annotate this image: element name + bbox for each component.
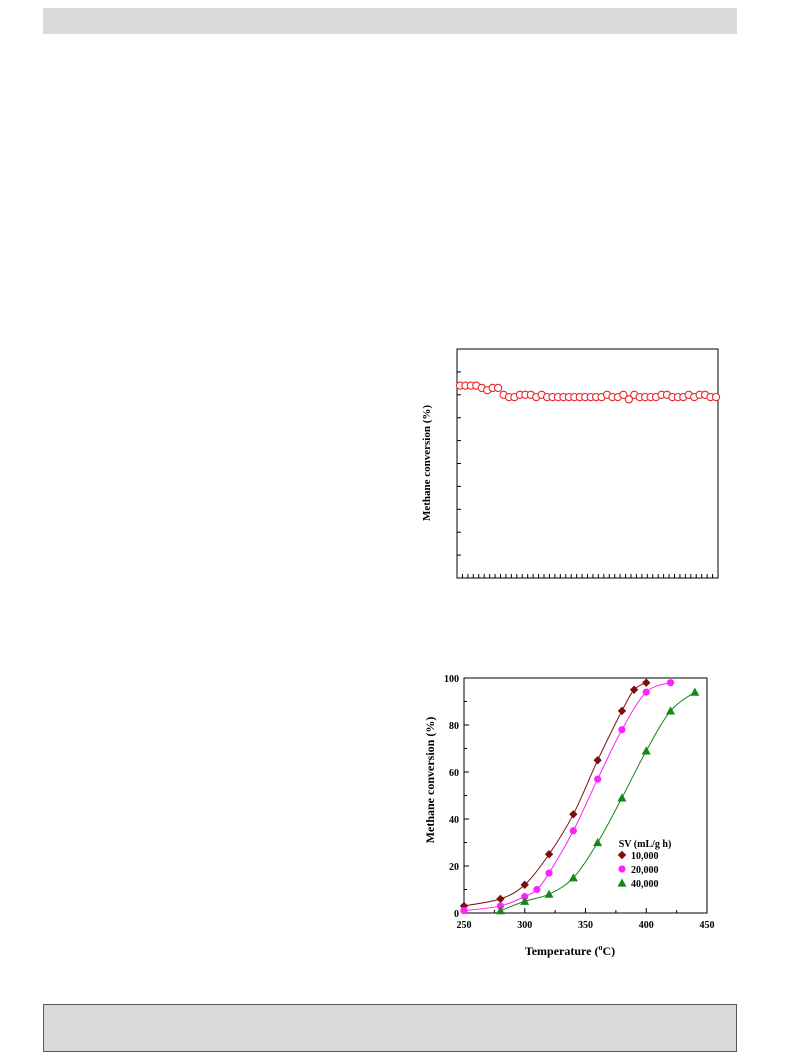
conversion-y-axis-label: Methane conversion (%) — [423, 717, 437, 844]
conversion-legend: SV (mL/g h) 10,000 20,000 40,000 — [617, 839, 672, 890]
data-point — [618, 726, 626, 734]
conversion-axis-ticks: 0 20 40 60 80 100 250 300 350 400 450 — [444, 674, 715, 931]
legend-title: SV (mL/g h) — [619, 839, 672, 850]
series-2 — [495, 687, 700, 915]
stability-series — [455, 381, 721, 404]
data-point — [666, 706, 676, 715]
data-point — [711, 392, 721, 402]
data-point — [619, 390, 628, 399]
data-point — [521, 892, 529, 901]
data-point — [520, 896, 530, 905]
y-tick-label: 20 — [449, 862, 459, 873]
data-point — [594, 775, 602, 783]
data-point — [642, 678, 651, 687]
stability-plot-frame — [456, 348, 719, 579]
data-point — [544, 850, 554, 859]
x-tick-label: 250 — [457, 920, 472, 931]
data-point — [629, 685, 639, 694]
legend-label: 20,000 — [631, 865, 659, 876]
data-point — [520, 880, 529, 889]
data-point — [496, 894, 505, 904]
y-tick-label: 80 — [449, 721, 459, 732]
data-point — [568, 873, 578, 882]
data-point — [533, 885, 541, 894]
data-point — [690, 687, 700, 696]
header-band — [43, 8, 737, 34]
data-point — [493, 383, 503, 393]
legend-label: 10,000 — [631, 851, 659, 862]
y-tick-label: 0 — [454, 909, 459, 920]
data-point — [617, 793, 627, 802]
legend-marker — [617, 878, 627, 887]
data-point — [617, 706, 627, 716]
y-tick-label: 60 — [449, 768, 459, 779]
data-point — [459, 901, 469, 911]
y-tick-label: 40 — [449, 815, 459, 826]
x-axis-label-main: Temperature ( — [525, 944, 599, 958]
data-point — [544, 889, 554, 898]
series-0 — [459, 678, 651, 911]
data-point — [642, 688, 650, 696]
series-1 — [460, 679, 675, 915]
data-point — [593, 756, 602, 765]
data-point — [496, 902, 505, 910]
data-point — [495, 906, 505, 915]
series-line — [463, 682, 647, 907]
data-point — [624, 395, 634, 404]
data-point — [545, 869, 553, 877]
conversion-x-axis-label: Temperature (oC) — [525, 943, 615, 958]
stability-axis-ticks — [456, 348, 719, 579]
data-point — [593, 838, 603, 847]
legend-label: 40,000 — [631, 879, 659, 890]
data-point — [641, 746, 651, 755]
x-tick-label: 450 — [700, 920, 715, 931]
x-axis-label-superscript: o — [598, 943, 602, 952]
data-point — [569, 810, 578, 819]
data-point — [666, 679, 675, 687]
x-tick-label: 300 — [517, 920, 532, 931]
x-axis-label-end: C) — [602, 944, 615, 958]
legend-marker — [617, 850, 627, 860]
x-tick-label: 400 — [639, 920, 654, 931]
x-tick-label: 350 — [578, 920, 593, 931]
data-point — [460, 907, 468, 915]
legend-marker — [618, 865, 626, 873]
stability-y-axis-label: Methane conversion (%) — [421, 405, 433, 521]
conversion-vs-temperature-chart: 0 20 40 60 80 100 250 300 350 400 450 Methane conv… — [423, 674, 715, 958]
footer-band — [43, 1004, 737, 1052]
series-line — [500, 691, 696, 912]
stability-chart: Methane conversion (%) — [421, 348, 721, 579]
data-point — [569, 827, 577, 835]
y-tick-label: 100 — [444, 674, 459, 685]
conversion-series-group — [459, 678, 700, 915]
series-line — [463, 682, 671, 912]
